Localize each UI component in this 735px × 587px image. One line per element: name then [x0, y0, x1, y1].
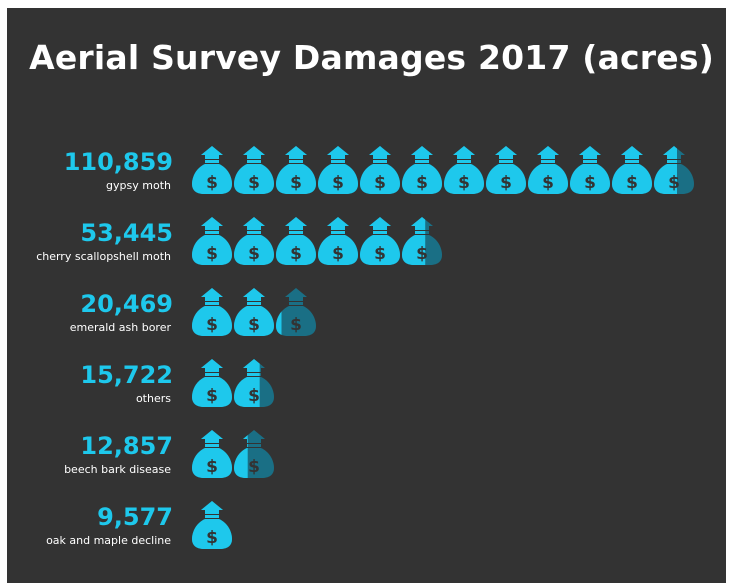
category-row: 15,722 others $ $	[7, 359, 726, 425]
category-label: others	[135, 392, 171, 405]
money-bag-icon: $	[570, 146, 610, 194]
money-bag-icon: $	[612, 146, 652, 194]
money-bag-icon: $	[318, 217, 358, 265]
svg-text:$: $	[458, 173, 470, 193]
money-bag-icon: $	[444, 146, 484, 194]
money-bag-icon: $	[402, 146, 442, 194]
money-bag-icon: $	[192, 146, 232, 194]
svg-text:$: $	[542, 173, 554, 193]
category-row: 53,445 cherry scallopshell moth $ $ $ $ $ $	[7, 217, 726, 283]
category-label: gypsy moth	[106, 179, 171, 192]
chart-title: Aerial Survey Damages 2017 (acres)	[29, 38, 714, 77]
svg-text:$: $	[332, 173, 344, 193]
money-bag-icon: $	[234, 146, 274, 194]
svg-text:$: $	[290, 244, 302, 264]
category-row: 9,577 oak and maple decline $	[7, 501, 726, 567]
svg-text:$: $	[500, 173, 512, 193]
money-bag-icon: $	[528, 146, 568, 194]
svg-text:$: $	[206, 315, 218, 335]
category-row: 110,859 gypsy moth $ $ $ $ $ $ $ $ $ $ $ $	[7, 146, 726, 212]
svg-text:$: $	[584, 173, 596, 193]
money-bag-icon: $	[234, 430, 274, 478]
value-label: 9,577	[97, 503, 173, 531]
value-label: 110,859	[63, 148, 173, 176]
value-label: 53,445	[80, 219, 173, 247]
svg-text:$: $	[206, 173, 218, 193]
chart-panel: Aerial Survey Damages 2017 (acres) 110,8…	[7, 8, 726, 583]
value-label: 20,469	[80, 290, 173, 318]
category-label: beech bark disease	[64, 463, 171, 476]
money-bag-icon: $	[192, 359, 232, 407]
svg-text:$: $	[206, 386, 218, 406]
money-bag-icon: $	[276, 217, 316, 265]
money-bag-icon: $	[486, 146, 526, 194]
money-bag-icon: $	[234, 359, 274, 407]
money-bag-icon: $	[234, 217, 274, 265]
svg-text:$: $	[248, 244, 260, 264]
money-bag-icon: $	[360, 146, 400, 194]
svg-text:$: $	[248, 315, 260, 335]
svg-text:$: $	[248, 173, 260, 193]
money-bag-icon: $	[234, 288, 274, 336]
svg-text:$: $	[290, 315, 302, 335]
money-bag-icon: $	[192, 501, 232, 549]
money-bag-icon: $	[276, 288, 316, 336]
money-bag-icon: $	[192, 288, 232, 336]
svg-text:$: $	[374, 173, 386, 193]
svg-text:$: $	[332, 244, 344, 264]
svg-text:$: $	[668, 173, 680, 193]
money-bag-icon: $	[276, 146, 316, 194]
svg-text:$: $	[290, 173, 302, 193]
svg-text:$: $	[248, 457, 260, 477]
money-bag-icon: $	[654, 146, 694, 194]
svg-text:$: $	[626, 173, 638, 193]
svg-text:$: $	[206, 244, 218, 264]
money-bag-icon: $	[192, 217, 232, 265]
svg-text:$: $	[248, 386, 260, 406]
svg-text:$: $	[206, 528, 218, 548]
value-label: 12,857	[80, 432, 173, 460]
category-row: 12,857 beech bark disease $ $	[7, 430, 726, 496]
svg-text:$: $	[206, 457, 218, 477]
money-bag-icon: $	[192, 430, 232, 478]
svg-text:$: $	[416, 244, 428, 264]
svg-text:$: $	[374, 244, 386, 264]
svg-text:$: $	[416, 173, 428, 193]
category-label: emerald ash borer	[69, 321, 171, 334]
category-row: 20,469 emerald ash borer $ $ $	[7, 288, 726, 354]
money-bag-icon: $	[402, 217, 442, 265]
category-label: oak and maple decline	[46, 534, 171, 547]
money-bag-icon: $	[318, 146, 358, 194]
category-label: cherry scallopshell moth	[36, 250, 171, 263]
money-bag-icon: $	[360, 217, 400, 265]
value-label: 15,722	[80, 361, 173, 389]
